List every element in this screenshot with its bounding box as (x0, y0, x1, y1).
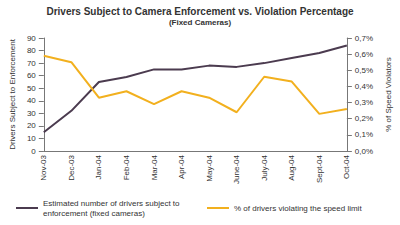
svg-text:Drivers Subject to Camera Enfo: Drivers Subject to Camera Enforcement vs… (46, 6, 354, 17)
svg-text:May-04: May-04 (205, 154, 214, 181)
svg-text:0,3%: 0,3% (355, 98, 373, 107)
svg-text:Drivers Subject to Enforcement: Drivers Subject to Enforcement (8, 38, 17, 149)
svg-text:0,2%: 0,2% (355, 114, 373, 123)
svg-text:Estimated number of drivers su: Estimated number of drivers subject to (43, 199, 182, 208)
svg-text:20: 20 (27, 121, 36, 130)
svg-text:Dec-03: Dec-03 (67, 154, 76, 180)
svg-text:0,0%: 0,0% (355, 147, 373, 156)
svg-text:0,1%: 0,1% (355, 130, 373, 139)
svg-text:(Fixed Cameras): (Fixed Cameras) (169, 18, 232, 27)
svg-text:0,6%: 0,6% (355, 50, 373, 59)
svg-text:10: 10 (27, 134, 36, 143)
svg-text:70: 70 (27, 59, 36, 68)
svg-text:40: 40 (27, 96, 36, 105)
svg-text:30: 30 (27, 109, 36, 118)
svg-text:0,7%: 0,7% (355, 34, 373, 43)
svg-text:0,5%: 0,5% (355, 66, 373, 75)
svg-text:Jan-04: Jan-04 (94, 154, 103, 179)
svg-text:June-04: June-04 (232, 154, 241, 183)
svg-text:Nov-03: Nov-03 (39, 154, 48, 180)
svg-text:80: 80 (27, 46, 36, 55)
svg-text:Mar-04: Mar-04 (150, 154, 159, 180)
svg-text:90: 90 (27, 34, 36, 43)
svg-text:0,4%: 0,4% (355, 82, 373, 91)
svg-text:Oct-04: Oct-04 (342, 154, 351, 179)
svg-text:% of drivers violating the spe: % of drivers violating the speed limit (234, 204, 362, 213)
svg-text:0: 0 (31, 147, 36, 156)
svg-text:Apr-04: Apr-04 (177, 154, 186, 179)
svg-text:enforcement (fixed cameras): enforcement (fixed cameras) (43, 209, 145, 218)
svg-text:60: 60 (27, 71, 36, 80)
svg-text:Feb-04: Feb-04 (122, 154, 131, 180)
svg-text:% of Speed Violators: % of Speed Violators (384, 57, 393, 132)
svg-text:July-04: July-04 (260, 154, 269, 180)
svg-text:Aug-04: Aug-04 (287, 154, 296, 180)
svg-text:50: 50 (27, 84, 36, 93)
svg-text:Sept-04: Sept-04 (315, 154, 324, 183)
